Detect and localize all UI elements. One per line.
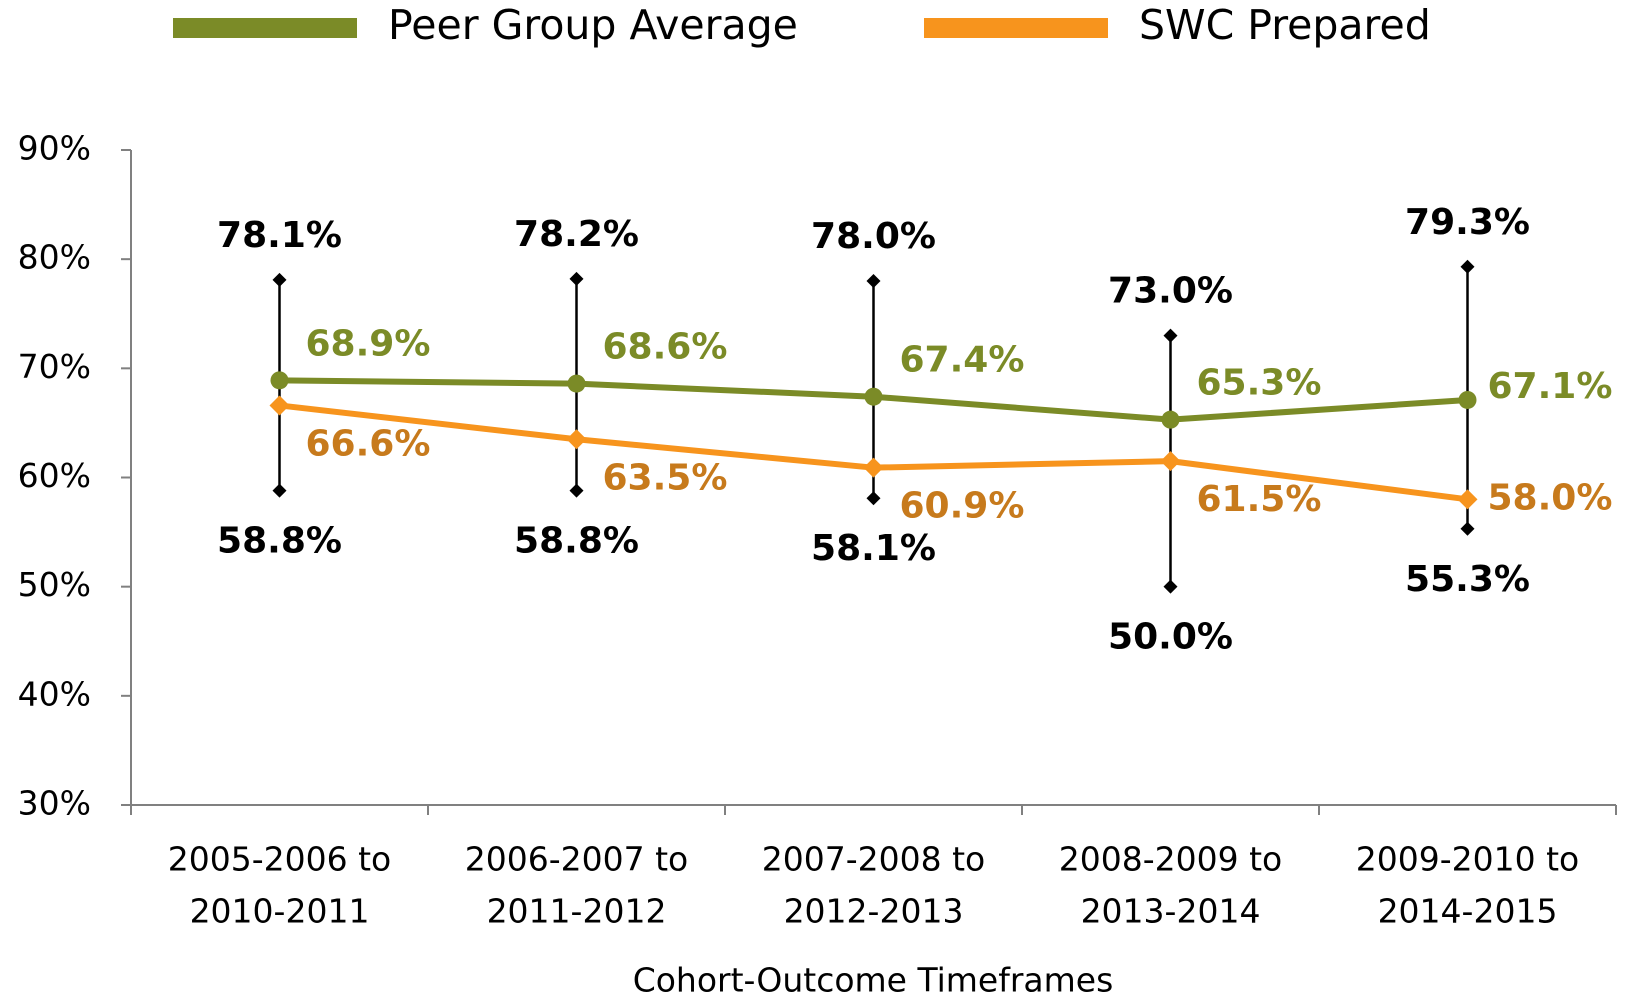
series-point [270,371,289,390]
range-high [1460,259,1475,274]
range-low-label: 55.3% [1405,559,1530,600]
range-high [272,272,287,287]
series-point [1458,390,1477,409]
series-point [1161,410,1180,429]
range-low-label: 58.8% [217,521,342,562]
data-label: 65.3% [1197,363,1322,404]
x-axis-title: Cohort-Outcome Timeframes [633,961,1114,999]
y-tick-label: 30% [18,784,91,823]
x-tick-label: 2007-2008 to [762,840,986,879]
range-low-label: 58.1% [811,528,936,569]
range-low [1460,521,1475,536]
range-high [1163,328,1178,343]
series-point [269,395,290,416]
x-tick-label: 2011-2012 [487,892,667,931]
data-label: 68.9% [306,323,431,364]
range-high [866,274,881,288]
legend-label: SWC Prepared [1139,1,1431,49]
y-tick-label: 80% [18,238,91,277]
x-tick-label: 2010-2011 [190,892,370,931]
x-tick-label: 2012-2013 [784,892,964,931]
range-high-label: 73.0% [1108,271,1233,312]
y-tick-label: 90% [18,129,91,168]
series-point [566,429,587,450]
x-tick-label: 2014-2015 [1378,892,1558,931]
range-low [569,483,584,498]
y-tick-label: 40% [18,674,91,713]
x-tick-label: 2013-2014 [1081,892,1261,931]
y-tick-label: 50% [18,565,91,604]
range-low-label: 50.0% [1108,617,1233,658]
range-low [1163,579,1178,594]
data-label: 63.5% [603,457,728,498]
x-tick-label: 2006-2007 to [465,840,689,879]
series-point [1160,451,1181,472]
series-point [1457,489,1478,510]
data-label: 58.0% [1488,477,1613,518]
data-label: 67.1% [1488,366,1613,407]
y-tick-label: 60% [18,456,91,495]
x-tick-label: 2008-2009 to [1059,840,1283,879]
range-low-label: 58.8% [514,521,639,562]
range-high-label: 78.0% [811,216,936,257]
data-label: 68.6% [603,327,728,368]
series-point [567,374,586,393]
data-label: 66.6% [306,423,431,464]
range-high-label: 78.1% [217,215,342,256]
x-tick-label: 2009-2010 to [1356,840,1580,879]
legend-label: Peer Group Average [388,1,798,49]
range-high-label: 78.2% [514,214,639,255]
series-point [864,387,883,406]
range-low [272,483,287,498]
range-high [569,271,584,286]
range-low [866,491,881,506]
y-tick-label: 70% [18,347,91,386]
range-high-label: 79.3% [1405,202,1530,243]
data-label: 67.4% [900,340,1025,381]
data-label: 61.5% [1197,479,1322,520]
data-label: 60.9% [900,486,1025,527]
x-tick-label: 2005-2006 to [168,840,392,879]
series-point [863,457,884,478]
